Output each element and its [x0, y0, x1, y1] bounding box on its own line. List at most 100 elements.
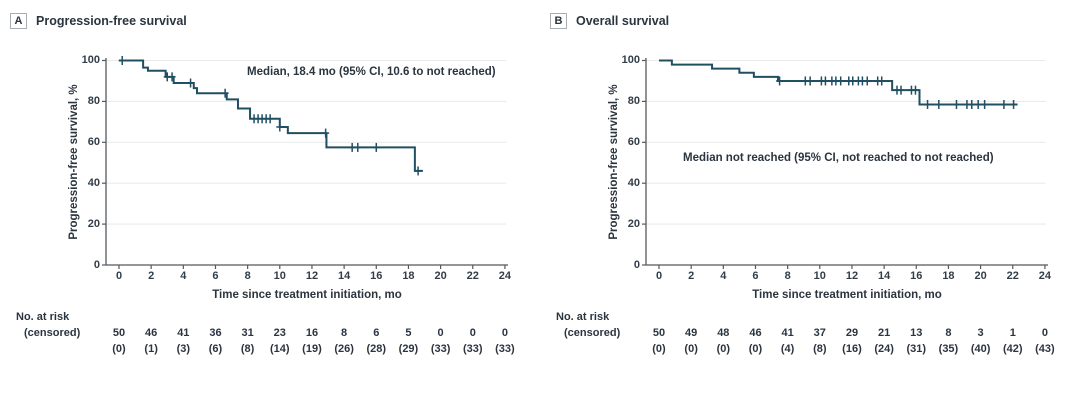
censored-count: (14): [270, 343, 290, 355]
at-risk-count: 6: [373, 327, 380, 339]
censored-count: (6): [208, 343, 223, 355]
censored-count: (3): [176, 343, 191, 355]
censor-marks: [118, 56, 422, 176]
censored-count: (16): [842, 343, 862, 355]
gridlines: [646, 59, 1046, 225]
panel-b-header: B Overall survival: [550, 13, 669, 29]
gridlines: [106, 59, 506, 225]
median-annotation: Median not reached (95% CI, not reached …: [683, 152, 994, 164]
x-tick-label: 14: [877, 270, 891, 282]
censored-count: (42): [1002, 343, 1023, 355]
y-tick-label: 60: [627, 135, 640, 148]
y-tick-label: 40: [627, 176, 640, 189]
at-risk-count: 1: [1009, 327, 1016, 339]
y-tick-label: 60: [87, 135, 100, 148]
y-tick-label: 100: [81, 54, 100, 66]
x-tick-label: 16: [910, 270, 923, 282]
censored-count: (8): [240, 343, 255, 355]
at-risk-count: 13: [910, 327, 923, 339]
at-risk-count: 46: [145, 327, 158, 339]
x-tick-label: 20: [434, 270, 447, 282]
at-risk-count: 23: [273, 327, 286, 339]
at-risk-count: 50: [652, 327, 666, 339]
censored-count: (0): [652, 343, 666, 355]
censored-count: (1): [144, 343, 158, 355]
censored-count: (26): [334, 343, 354, 355]
y-tick-label: 0: [633, 258, 640, 271]
censored-count: (0): [748, 343, 763, 355]
x-tick-label: 6: [212, 270, 219, 282]
panel-progression-free-survival: A Progression-free survival Progression-…: [10, 13, 515, 355]
y-tick-label: 0: [93, 258, 100, 271]
median-annotation: Median, 18.4 mo (95% CI, 10.6 to not rea…: [247, 66, 496, 78]
at-risk-count: 31: [241, 327, 254, 339]
x-tick-label: 14: [337, 270, 351, 282]
axis-ticks: [642, 59, 1046, 269]
at-risk-count: 0: [437, 327, 444, 339]
at-risk-count: 5: [405, 327, 412, 339]
x-tick-label: 20: [974, 270, 987, 282]
censored-count: (0): [716, 343, 731, 355]
censored-count: (35): [938, 343, 959, 355]
x-tick-label: 8: [244, 270, 251, 282]
panel-letter-badge: A: [10, 13, 27, 29]
censored-count: (43): [1035, 343, 1055, 355]
km-plot-b: [642, 58, 1048, 269]
risk-table-censored-label: (censored): [24, 327, 81, 339]
km-plot-a: [102, 56, 508, 269]
at-risk-count: 36: [209, 327, 222, 339]
x-tick-label: 18: [942, 270, 955, 282]
censored-count: (8): [813, 343, 827, 355]
survival-curve: [119, 59, 423, 172]
censor-marks: [776, 76, 1018, 109]
x-tick-label: 2: [148, 270, 155, 282]
at-risk-count: 0: [1041, 327, 1048, 339]
y-axis-label: Progression-free survival, %: [68, 84, 80, 240]
panel-overall-survival: B Overall survival Progression-free surv…: [540, 0, 1080, 400]
risk-table-label: No. at risk: [556, 311, 610, 323]
censored-count: (19): [302, 343, 322, 355]
panel-title: Progression-free survival: [36, 14, 187, 28]
at-risk-count: 3: [977, 327, 984, 339]
x-axis-label: Time since treatment initiation, mo: [212, 289, 402, 301]
x-tick-label: 0: [655, 270, 663, 282]
at-risk-count: 50: [112, 327, 126, 339]
x-tick-label: 6: [752, 270, 759, 282]
x-tick-label: 12: [305, 270, 319, 282]
at-risk-count: 16: [305, 327, 319, 339]
at-risk-count: 21: [877, 327, 891, 339]
panel-letter-badge: B: [550, 13, 567, 29]
at-risk-count: 29: [845, 327, 859, 339]
x-tick-label: 10: [813, 270, 826, 282]
at-risk-count: 46: [749, 327, 762, 339]
censored-count: (0): [684, 343, 698, 355]
x-tick-label: 10: [273, 270, 286, 282]
x-tick-label: 2: [688, 270, 695, 282]
at-risk-count: 41: [177, 327, 190, 339]
y-tick-label: 80: [87, 94, 100, 107]
censored-count: (0): [112, 343, 126, 355]
censored-count: (33): [495, 343, 515, 355]
x-tick-label: 24: [1038, 270, 1052, 282]
x-tick-label: 12: [845, 270, 859, 282]
at-risk-count: 0: [469, 327, 476, 339]
censored-count: (4): [780, 343, 795, 355]
x-tick-label: 8: [784, 270, 791, 282]
survival-curve: [659, 59, 1018, 106]
y-tick-label: 20: [87, 217, 100, 230]
at-risk-count: 8: [945, 327, 952, 339]
x-tick-label: 16: [370, 270, 383, 282]
censored-count: (31): [906, 343, 927, 355]
at-risk-count: 37: [813, 327, 826, 339]
censored-count: (29): [398, 343, 419, 355]
y-tick-label: 80: [627, 94, 640, 107]
x-tick-label: 24: [498, 270, 512, 282]
y-tick-label: 100: [621, 54, 640, 66]
y-tick-label: 40: [87, 176, 100, 189]
at-risk-count: 49: [685, 327, 698, 339]
censored-count: (24): [874, 343, 894, 355]
censored-count: (33): [430, 343, 451, 355]
x-axis-label: Time since treatment initiation, mo: [752, 289, 942, 301]
panel-a-header: A Progression-free survival: [10, 13, 187, 29]
